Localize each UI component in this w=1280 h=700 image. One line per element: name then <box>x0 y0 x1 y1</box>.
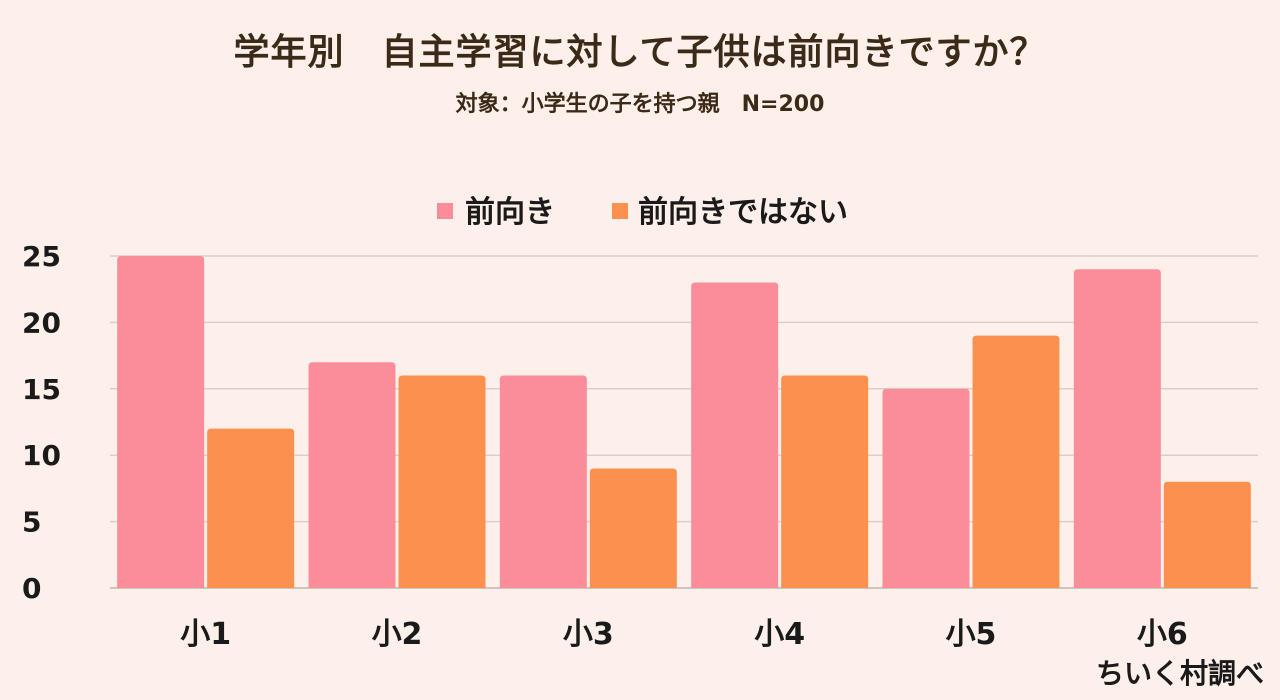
bar-positive <box>1073 269 1161 588</box>
source-credit: ちいく村調べ <box>1096 657 1264 690</box>
bar-positive <box>882 388 970 588</box>
y-tick-label: 0 <box>22 572 41 605</box>
bar-negative <box>398 375 486 588</box>
chart-title: 学年別 自主学習に対して子供は前向きですか？ <box>234 31 1047 73</box>
y-tick-label: 15 <box>22 373 61 406</box>
x-category-label: 小1 <box>180 617 231 652</box>
chart-subtitle: 対象：小学生の子を持つ親 N=200 <box>456 91 825 117</box>
bar-negative <box>1163 481 1251 588</box>
bars <box>117 256 1251 588</box>
bar-negative <box>207 428 295 588</box>
legend-swatch-negative <box>612 203 628 219</box>
bar-negative <box>972 335 1060 588</box>
bar-negative <box>589 468 677 588</box>
bar-negative <box>781 375 869 588</box>
y-tick-label: 5 <box>22 506 41 539</box>
y-tick-label: 25 <box>22 240 61 273</box>
x-category-label: 小3 <box>563 617 614 652</box>
bar-positive <box>117 256 205 588</box>
y-tick-label: 10 <box>22 439 61 472</box>
legend: 前向き 前向きではない <box>437 195 848 230</box>
bar-positive <box>308 362 396 588</box>
bar-positive <box>691 282 779 588</box>
y-tick-label: 20 <box>22 306 61 339</box>
legend-label-negative: 前向きではない <box>638 195 848 230</box>
x-axis-labels: 小1 小2 小3 小4 小5 小6 <box>180 617 1188 652</box>
bar-positive <box>499 375 587 588</box>
x-category-label: 小4 <box>754 617 805 652</box>
x-category-label: 小5 <box>946 617 997 652</box>
y-axis-ticks: 0 5 10 15 20 25 <box>22 240 61 605</box>
x-category-label: 小2 <box>372 617 423 652</box>
legend-swatch-positive <box>437 203 453 219</box>
legend-label-positive: 前向き <box>465 195 555 230</box>
gridlines <box>110 255 1258 589</box>
x-category-label: 小6 <box>1137 617 1188 652</box>
